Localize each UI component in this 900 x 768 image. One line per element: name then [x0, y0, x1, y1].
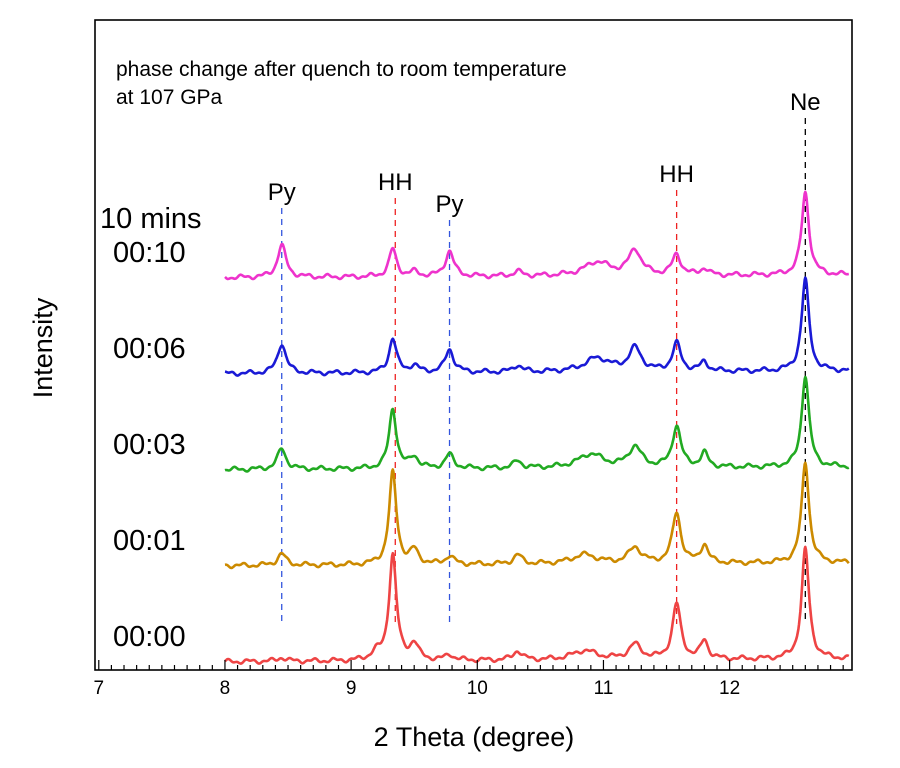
- plot-frame: [94, 19, 853, 671]
- peak-label-2: Py: [436, 191, 464, 218]
- time-labels: 00:00 00:01 00:03 00:06 00:10: [113, 237, 186, 653]
- series-line-0: [224, 545, 850, 665]
- series-line-4: [224, 190, 850, 281]
- peak-label-1: HH: [378, 169, 413, 196]
- peak-label-4: Ne: [790, 89, 821, 116]
- time-label-3: 00:06: [113, 333, 186, 365]
- peak-labels: Py HH Py HH Ne: [268, 89, 821, 218]
- time-label-2: 00:03: [113, 429, 186, 461]
- peak-label-0: Py: [268, 179, 296, 206]
- time-label-1: 00:01: [113, 525, 186, 557]
- top-time-label: 10 mins: [100, 203, 202, 235]
- x-tick-label-1: 8: [220, 678, 231, 699]
- x-tick-label-4: 11: [594, 678, 614, 699]
- peak-label-3: HH: [659, 161, 694, 188]
- x-axis-ticks: 7 8 9 10 11 12: [93, 660, 844, 699]
- x-tick-label-3: 10: [467, 678, 488, 699]
- diffraction-traces: [224, 190, 850, 665]
- x-tick-label-2: 9: [346, 678, 357, 699]
- time-label-4: 00:10: [113, 237, 186, 269]
- peak-guide-lines: [281, 118, 806, 624]
- series-line-3: [224, 276, 850, 377]
- title-line-1: phase change after quench to room temper…: [116, 58, 567, 81]
- x-axis-label: 2 Theta (degree): [374, 722, 575, 752]
- time-label-0: 00:00: [113, 621, 186, 653]
- title-line-2: at 107 GPa: [116, 86, 223, 109]
- series-line-1: [224, 461, 850, 570]
- y-axis-label: Intensity: [28, 297, 58, 398]
- series-line-2: [224, 375, 850, 473]
- x-tick-label-5: 12: [719, 678, 740, 699]
- x-tick-label-0: 7: [93, 678, 104, 699]
